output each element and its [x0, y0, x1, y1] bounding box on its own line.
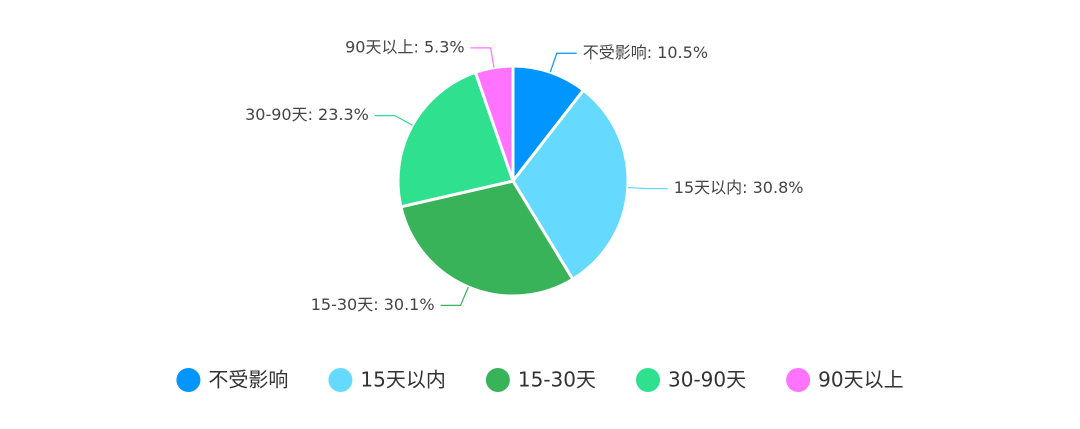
slice-label-0: 不受影响: 10.5% [583, 43, 708, 62]
slice-labels: 不受影响: 10.5% 15天以内: 30.8% 15-30天: 30.1% 30-9… [245, 37, 803, 314]
legend-label-4: 90天以上 [818, 368, 903, 392]
leader-line-1 [627, 186, 668, 190]
legend-marker-3 [636, 368, 660, 392]
leader-lines [374, 47, 668, 306]
leader-line-3 [374, 114, 413, 126]
legend-marker-2 [485, 368, 510, 392]
legend-marker-4 [786, 368, 811, 392]
leader-line-4 [470, 47, 495, 68]
legend-item-0[interactable]: 不受影响 [176, 368, 288, 393]
legend-item-1[interactable]: 15天以内 [328, 368, 446, 393]
legend[interactable]: 不受影响 15天以内 15-30天 30-90天 90天以上 [176, 368, 904, 393]
legend-label-1: 15天以内 [360, 368, 445, 392]
pie-slice-3[interactable] [396, 70, 515, 209]
legend-label-0: 不受影响 [208, 368, 288, 392]
legend-label-2: 15-30天 [518, 368, 596, 392]
pie-slice-2[interactable] [399, 179, 575, 298]
legend-marker-1 [328, 368, 353, 392]
legend-label-3: 30-90天 [668, 368, 746, 392]
legend-item-4[interactable]: 90天以上 [786, 368, 904, 393]
pie-slices [396, 64, 630, 298]
slice-label-2: 15-30天: 30.1% [311, 295, 435, 314]
leader-line-0 [549, 52, 577, 73]
slice-label-4: 90天以上: 5.3% [345, 37, 465, 56]
slice-label-1: 15天以内: 30.8% [674, 178, 804, 197]
slice-label-3: 30-90天: 23.3% [245, 105, 369, 124]
legend-item-3[interactable]: 30-90天 [636, 368, 746, 393]
leader-line-2 [440, 286, 469, 306]
legend-marker-0 [176, 368, 201, 392]
pie-slice-4[interactable] [473, 64, 515, 183]
pie-slice-1[interactable] [511, 88, 630, 281]
legend-item-2[interactable]: 15-30天 [485, 368, 596, 393]
